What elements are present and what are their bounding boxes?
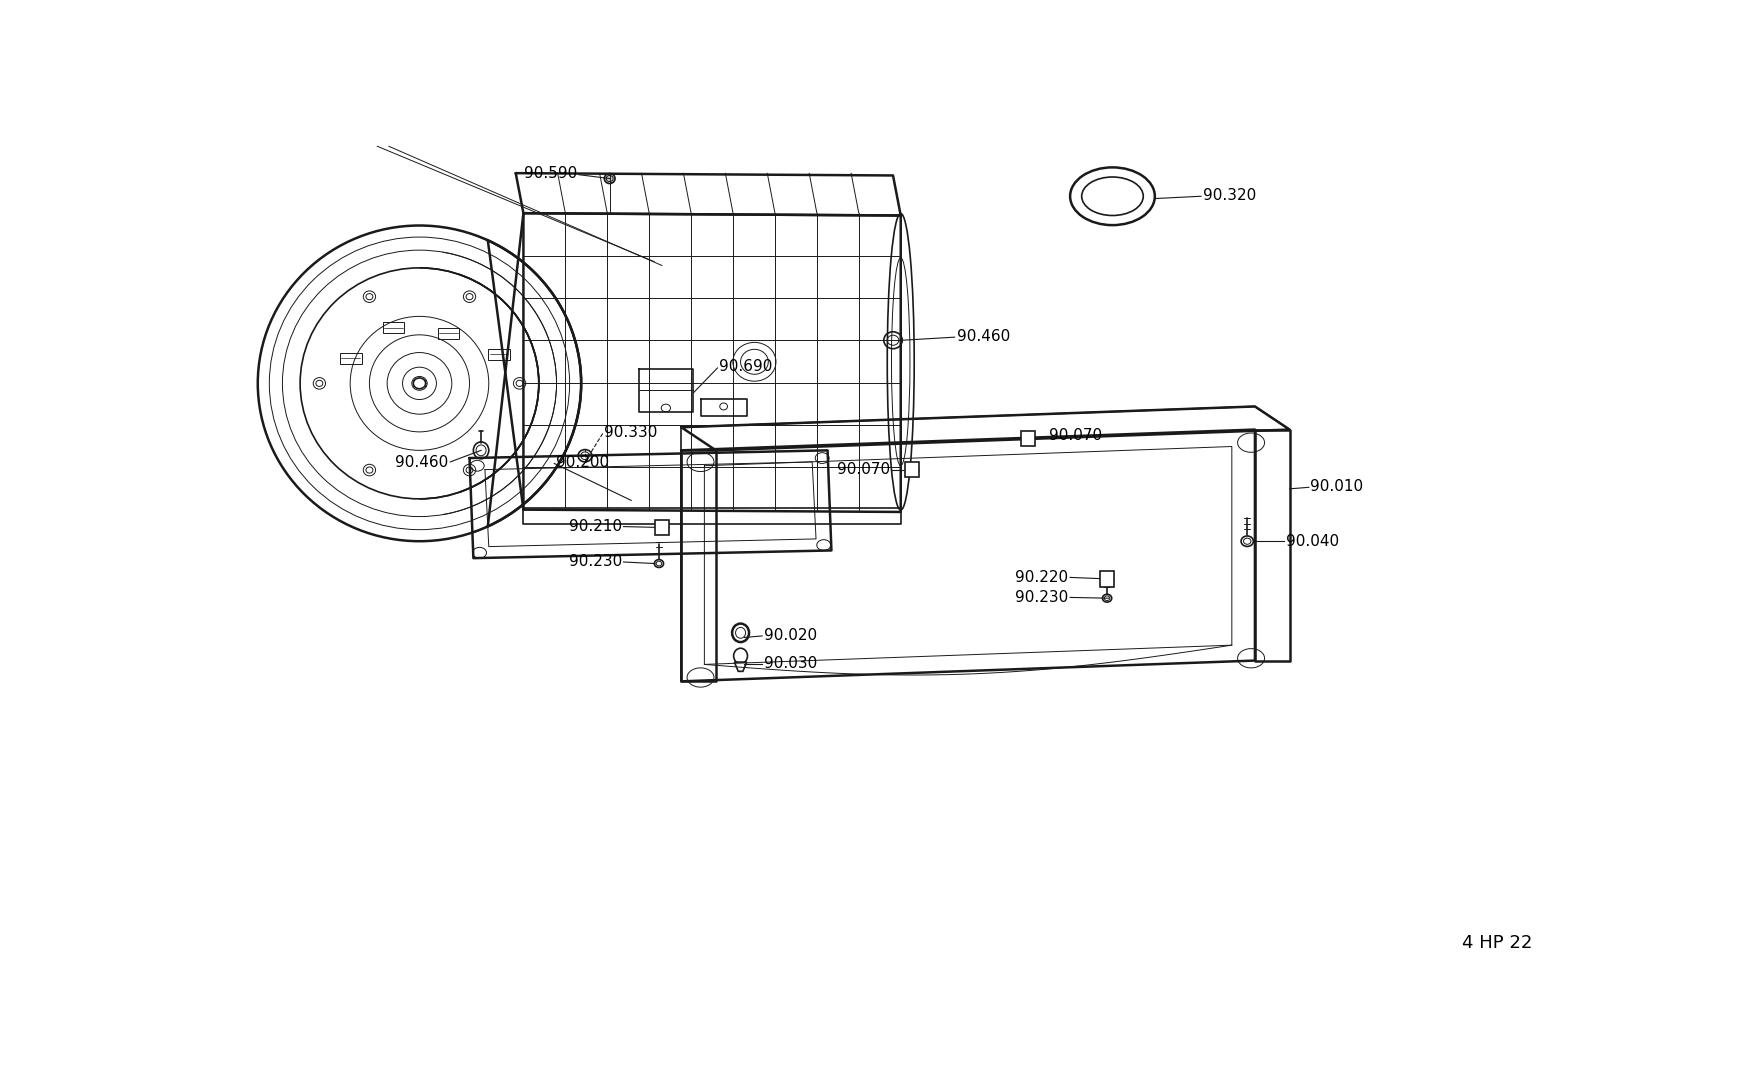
Ellipse shape bbox=[604, 173, 614, 183]
Text: 90.020: 90.020 bbox=[763, 628, 817, 643]
Bar bbox=[905, 462, 919, 477]
Polygon shape bbox=[735, 662, 747, 671]
Bar bbox=[383, 323, 404, 332]
Text: 90.220: 90.220 bbox=[1015, 570, 1069, 585]
Text: 90.230: 90.230 bbox=[1015, 590, 1068, 605]
Text: 90.070: 90.070 bbox=[836, 462, 891, 477]
Ellipse shape bbox=[1082, 177, 1143, 216]
Text: 90.200: 90.200 bbox=[556, 456, 609, 470]
Bar bbox=[488, 349, 509, 360]
Ellipse shape bbox=[1102, 594, 1111, 602]
Ellipse shape bbox=[733, 649, 747, 664]
Text: 90.460: 90.460 bbox=[396, 456, 448, 470]
Text: 90.320: 90.320 bbox=[1204, 187, 1256, 203]
Ellipse shape bbox=[413, 378, 425, 389]
Text: 90.040: 90.040 bbox=[1286, 534, 1339, 548]
Text: 90.030: 90.030 bbox=[763, 656, 817, 671]
Bar bbox=[1101, 571, 1115, 586]
Ellipse shape bbox=[578, 449, 592, 462]
Text: 4 HP 22: 4 HP 22 bbox=[1461, 934, 1533, 953]
Ellipse shape bbox=[473, 441, 488, 459]
Text: 90.210: 90.210 bbox=[569, 519, 621, 534]
Text: 90.070: 90.070 bbox=[1048, 428, 1102, 444]
Text: 90.330: 90.330 bbox=[604, 425, 658, 440]
Ellipse shape bbox=[732, 623, 749, 642]
Bar bbox=[654, 520, 668, 535]
Text: 90.590: 90.590 bbox=[523, 167, 578, 181]
Text: 90.010: 90.010 bbox=[1311, 479, 1363, 494]
Ellipse shape bbox=[654, 559, 663, 568]
Text: 90.460: 90.460 bbox=[957, 329, 1010, 343]
Bar bbox=[438, 328, 458, 339]
Ellipse shape bbox=[1241, 536, 1253, 546]
Text: 90.690: 90.690 bbox=[719, 359, 772, 374]
Bar bbox=[340, 353, 362, 364]
Ellipse shape bbox=[884, 331, 903, 349]
Text: 90.230: 90.230 bbox=[569, 555, 621, 569]
Bar bbox=[1020, 432, 1034, 447]
Ellipse shape bbox=[1071, 168, 1155, 226]
